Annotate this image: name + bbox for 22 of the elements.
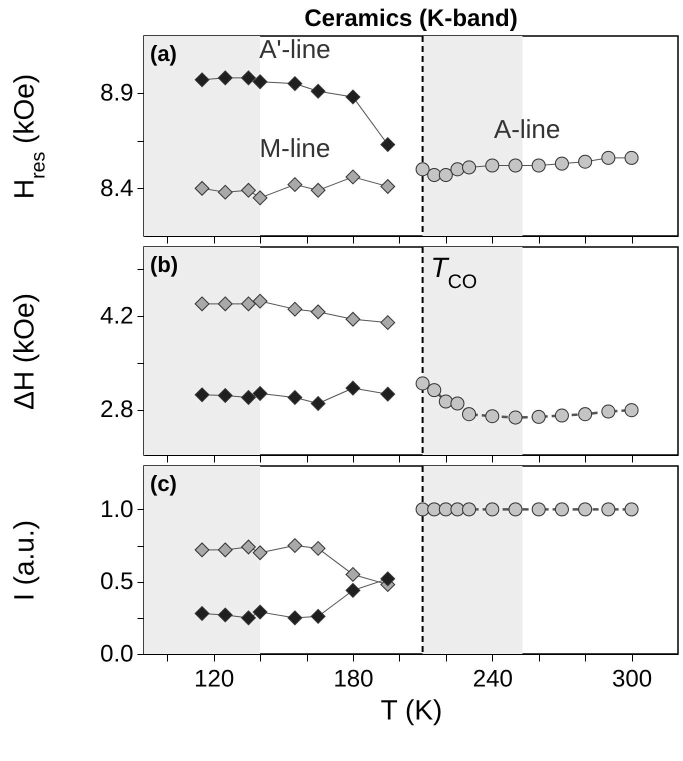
series-label: M-line: [260, 132, 330, 163]
y-tick-label: 0.5: [100, 568, 134, 596]
x-tick-label: 240: [472, 666, 513, 692]
y-tick-label: 1.0: [100, 496, 134, 523]
y-tick-label: 0.0: [100, 640, 134, 668]
y-axis-title: I (a.u.): [8, 520, 40, 601]
ref-line-label: T$_{CO}$: [430, 252, 478, 293]
y-tick-label: 4.2: [100, 302, 134, 330]
y-axis-title: ΔH (kOe): [8, 293, 40, 410]
y-tick-label: 8.9: [100, 80, 134, 107]
series-label: A-line: [494, 114, 560, 144]
x-tick-label: 120: [194, 666, 234, 692]
x-tick-label: 180: [333, 666, 374, 692]
annotation: (a): [150, 41, 177, 66]
series-label: A'-line: [259, 34, 331, 64]
x-axis-title: T (K): [380, 694, 442, 726]
annotation: (b): [150, 252, 178, 277]
chart-title: Ceramics (K-band): [304, 4, 518, 32]
x-tick-label: 300: [612, 666, 652, 692]
annotation: (c): [150, 471, 177, 496]
y-tick-label: 8.4: [100, 174, 134, 202]
y-tick-label: 2.8: [100, 396, 134, 424]
